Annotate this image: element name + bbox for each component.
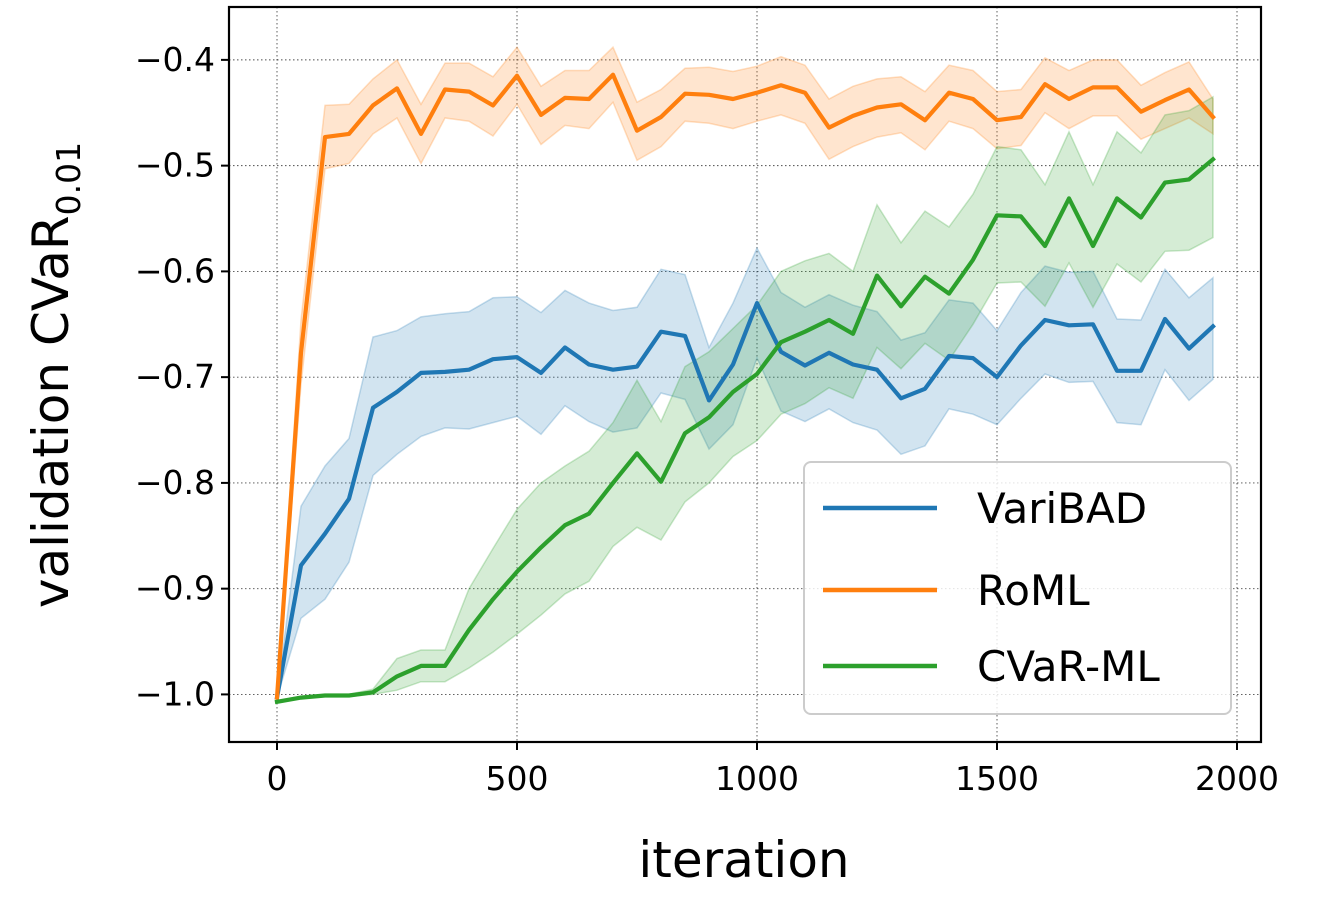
x-axis-label: iteration <box>638 831 849 889</box>
x-tick-label: 0 <box>267 759 288 798</box>
x-tick-label: 1000 <box>715 759 799 798</box>
y-axis-label: validation CVaR0.01 <box>22 142 88 608</box>
x-tick-label: 500 <box>486 759 549 798</box>
y-tick-label: −1.0 <box>135 674 215 713</box>
legend-label-roml: RoML <box>977 566 1090 615</box>
y-tick-label: −0.7 <box>135 357 215 396</box>
legend-entries: VariBAD RoML CVaR-ML <box>823 484 1160 691</box>
legend: VariBAD RoML CVaR-ML <box>803 461 1232 715</box>
series-line-cvar-ml <box>274 156 1216 705</box>
plot-frame <box>227 5 1263 744</box>
x-tick-label: 1500 <box>955 759 1039 798</box>
y-tick-label: −0.8 <box>135 463 215 502</box>
y-axis-label-main: validation CVaR <box>22 215 80 608</box>
legend-box <box>803 461 1232 715</box>
legend-label-cvar-ml: CVaR-ML <box>977 642 1160 691</box>
series-line-roml <box>274 72 1216 700</box>
series-line-varibad <box>274 301 1216 701</box>
y-tick-label: −0.9 <box>135 569 215 608</box>
y-axis-label-subscript: 0.01 <box>49 142 88 215</box>
y-tick-label: −0.4 <box>135 40 215 79</box>
y-tick-label: −0.6 <box>135 251 215 290</box>
y-tick-label: −0.5 <box>135 146 215 185</box>
x-axis-ticks: 0 500 1000 1500 2000 <box>267 742 1279 798</box>
legend-label-varibad: VariBAD <box>977 484 1147 533</box>
series-lines <box>274 72 1216 705</box>
x-tick-label: 2000 <box>1195 759 1279 798</box>
y-axis-ticks: −1.0 −0.9 −0.8 −0.7 −0.6 −0.5 −0.4 <box>135 40 229 713</box>
